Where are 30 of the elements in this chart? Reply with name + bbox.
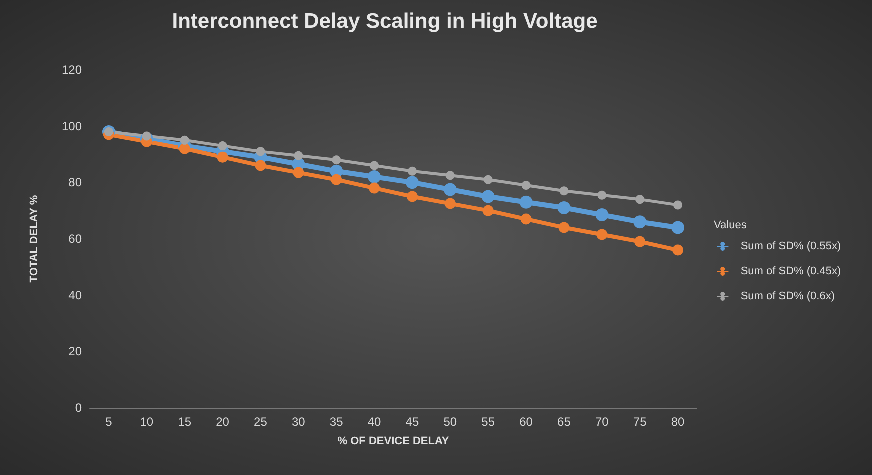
x-tick-label: 20 — [216, 415, 230, 429]
x-tick-label: 60 — [520, 415, 534, 429]
x-tick-label: 25 — [254, 415, 268, 429]
x-tick-label: 80 — [671, 415, 686, 429]
x-tick-label: 45 — [406, 415, 420, 429]
y-tick-label: 100 — [62, 119, 82, 134]
x-tick-label: 65 — [558, 415, 572, 429]
x-tick-label: 30 — [292, 415, 306, 429]
chart-title: Interconnect Delay Scaling in High Voltage — [172, 10, 598, 33]
y-tick-label: 80 — [68, 176, 82, 190]
x-tick-label: 70 — [595, 415, 610, 429]
x-tick-label: 75 — [633, 415, 648, 429]
legend-label: Sum of SD% (0.45x) — [740, 266, 842, 278]
legend-label: Sum of SD% (0.55x) — [740, 240, 842, 252]
x-tick-label: 5 — [106, 415, 113, 429]
legend-title: Values — [714, 220, 748, 232]
x-tick-label: 35 — [330, 415, 344, 429]
y-tick-label: 0 — [75, 401, 82, 415]
x-tick-label: 55 — [482, 415, 496, 429]
legend-label: Sum of SD% (0.6x) — [740, 290, 835, 302]
x-tick-label: 50 — [444, 415, 458, 429]
y-axis-title: TOTAL DELAY % — [28, 195, 40, 283]
y-tick-label: 40 — [68, 288, 82, 302]
x-tick-label: 10 — [140, 415, 154, 429]
x-tick-label: 15 — [178, 415, 192, 429]
x-axis-title: % OF DEVICE DELAY — [338, 436, 450, 448]
y-tick-label: 120 — [62, 63, 82, 77]
y-tick-label: 20 — [68, 344, 82, 359]
y-tick-label: 60 — [68, 232, 82, 246]
x-tick-label: 40 — [368, 415, 382, 429]
